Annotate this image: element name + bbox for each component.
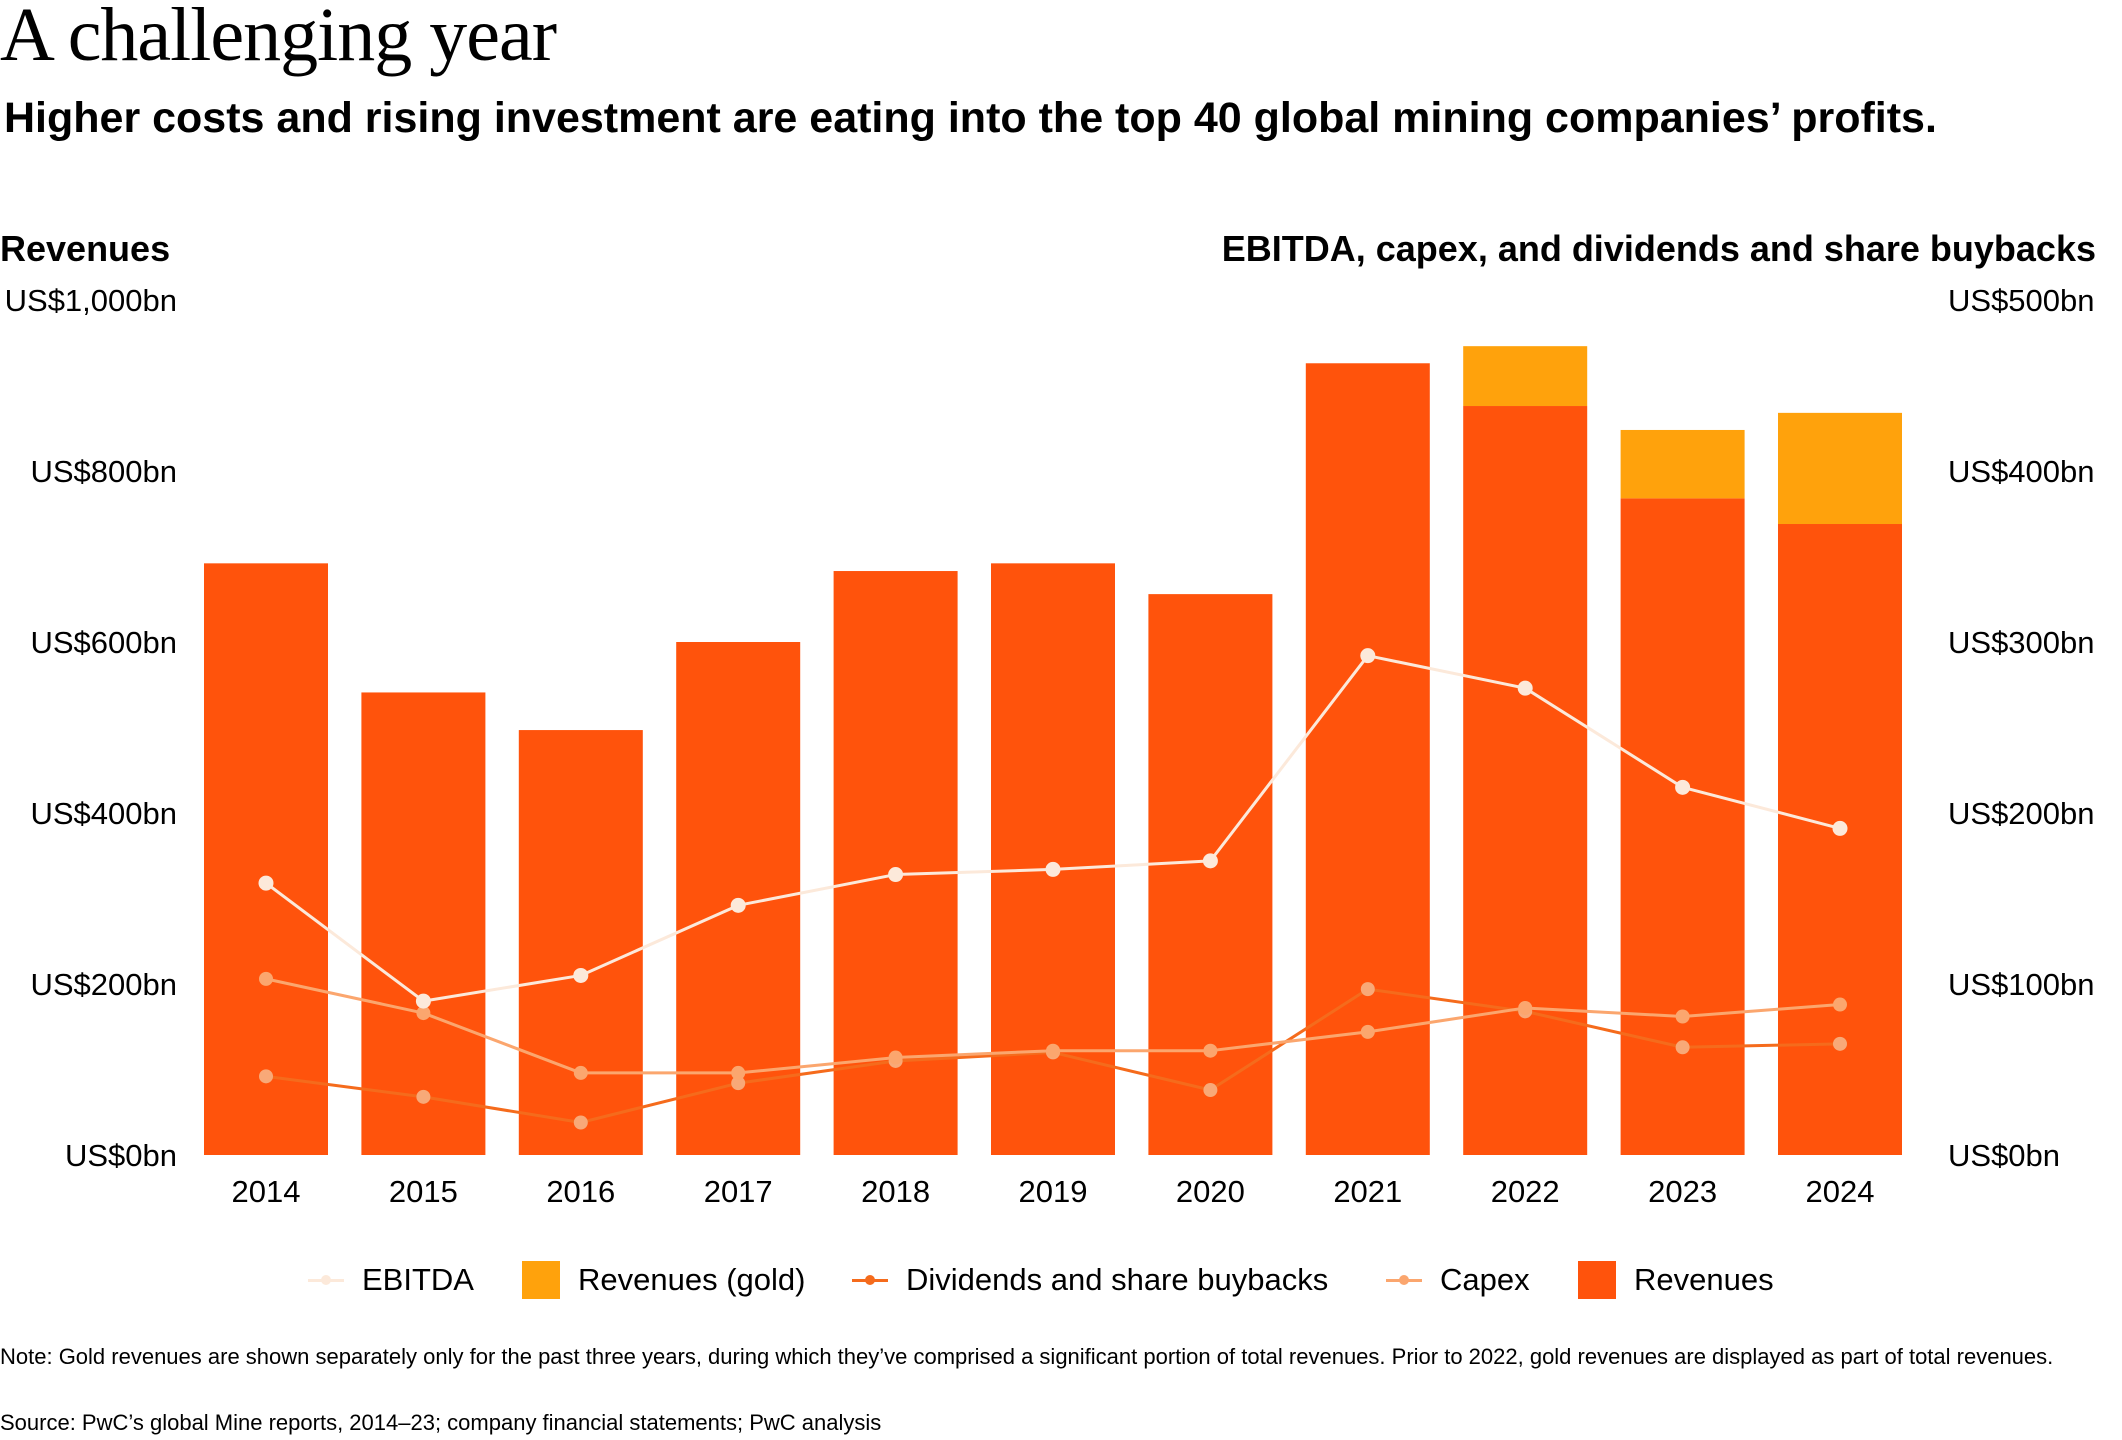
point-ebitda-2015 [415,993,431,1009]
legend-swatch-capex [1386,1274,1422,1285]
legend-label-revenues: Revenues [1634,1262,1774,1297]
legend-label-ebitda: EBITDA [362,1262,474,1297]
left-panel-title: Revenues [0,228,171,269]
x-axis-tick-label: 2023 [1648,1174,1717,1209]
bar-revenues-2023 [1620,498,1745,1155]
legend-item-revenues-gold: Revenues (gold) [522,1252,805,1308]
right-axis-tick-label: US$0bn [1948,1138,2060,1173]
right-axis-tick-label: US$200bn [1948,796,2095,831]
bar-revenues-2020 [1148,594,1273,1155]
point-capex-2015 [416,1006,431,1021]
point-ebitda-2024 [1832,820,1848,836]
chart-subtitle: Higher costs and rising investment are e… [4,94,1937,142]
point-capex-2018 [888,1050,903,1065]
legend-label-revenues-gold: Revenues (gold) [578,1262,806,1297]
bar-revenues-2024 [1778,524,1902,1155]
point-capex-2024 [1833,997,1847,1012]
x-axis-tick-label: 2024 [1806,1174,1875,1209]
point-ebitda-2016 [573,967,589,983]
bar-revenues-2022 [1463,406,1588,1155]
point-capex-2022 [1518,1000,1533,1015]
point-ebitda-2017 [730,897,746,913]
point-capex-2021 [1360,1024,1375,1039]
point-ebitda-2019 [1045,861,1061,877]
bar-revenues-2019 [991,563,1115,1155]
point-capex-2019 [1046,1043,1060,1058]
left-axis-tick-label: US$800bn [30,454,177,489]
point-dividends-and-share-buybacks-2014 [259,1069,273,1084]
point-capex-2017 [731,1065,746,1080]
x-axis-tick-label: 2015 [389,1174,458,1209]
right-axis-tick-label: US$300bn [1948,625,2095,660]
x-axis-tick-label: 2016 [546,1174,615,1209]
x-axis-tick-label: 2019 [1019,1174,1088,1209]
bar-revenues-gold-2022 [1463,346,1588,407]
right-panel-title: EBITDA, capex, and dividends and share b… [1221,228,2096,269]
chart-legend: EBITDA Revenues (gold) Dividends and sha… [0,1252,2122,1308]
point-ebitda-2014 [258,875,274,891]
bar-revenues-gold-2023 [1620,429,1745,499]
legend-item-revenues: Revenues [1578,1252,1774,1308]
legend-swatch-revenues [1578,1261,1616,1299]
point-ebitda-2023 [1675,779,1691,795]
left-axis-tick-label: US$200bn [30,967,177,1002]
legend-swatch-ebitda [308,1274,344,1285]
chart-title: A challenging year [0,0,557,77]
x-axis-tick-label: 2020 [1176,1174,1245,1209]
right-axis-tick-label: US$400bn [1948,454,2095,489]
legend-label-dividends: Dividends and share buybacks [906,1262,1329,1297]
point-dividends-and-share-buybacks-2016 [573,1115,588,1130]
point-ebitda-2022 [1517,680,1533,696]
legend-item-ebitda: EBITDA [308,1252,474,1308]
point-ebitda-2020 [1202,853,1218,869]
x-axis-tick-label: 2017 [704,1174,773,1209]
bar-revenues-2015 [361,692,486,1155]
legend-swatch-dividends [852,1274,888,1285]
bar-revenues-2014 [204,563,328,1155]
left-axis-tick-label: US$1,000bn [5,283,177,318]
left-axis-tick-label: US$400bn [30,796,177,831]
combo-chart: US$0bn US$200bn US$400bn US$600bn US$800bn US… [5,283,2095,1209]
point-capex-2014 [259,971,273,986]
point-capex-2020 [1203,1043,1218,1058]
point-dividends-and-share-buybacks-2015 [416,1089,431,1104]
x-axis-tick-label: 2014 [232,1174,301,1209]
point-dividends-and-share-buybacks-2017 [731,1076,746,1091]
note-text: Note: Gold revenues are shown separately… [0,1344,2054,1369]
point-dividends-and-share-buybacks-2023 [1675,1040,1690,1055]
point-dividends-and-share-buybacks-2020 [1203,1083,1218,1098]
bar-revenues-gold-2024 [1778,412,1902,525]
point-dividends-and-share-buybacks-2024 [1833,1036,1847,1051]
right-axis-tick-label: US$500bn [1948,283,2095,318]
point-capex-2023 [1675,1009,1690,1024]
legend-swatch-revenues-gold [522,1261,560,1299]
point-capex-2016 [573,1065,588,1080]
left-axis-tick-label: US$0bn [65,1138,177,1173]
legend-label-capex: Capex [1440,1262,1530,1297]
point-ebitda-2021 [1360,648,1376,664]
chart-source: Source: PwC’s global Mine reports, 2014–… [0,1410,882,1435]
legend-item-capex: Capex [1386,1252,1530,1308]
point-ebitda-2018 [888,867,904,883]
x-axis-tick-label: 2021 [1333,1174,1402,1209]
left-axis-tick-label: US$600bn [30,625,177,660]
bar-revenues-2021 [1305,363,1430,1155]
bar-revenues-2016 [518,730,643,1155]
legend-item-dividends: Dividends and share buybacks [852,1252,1328,1308]
chart-note: Note: Gold revenues are shown separately… [0,1342,2090,1372]
x-axis-tick-label: 2018 [861,1174,930,1209]
x-axis-tick-label: 2022 [1491,1174,1560,1209]
right-axis-tick-label: US$100bn [1948,967,2095,1002]
point-dividends-and-share-buybacks-2021 [1360,982,1375,997]
